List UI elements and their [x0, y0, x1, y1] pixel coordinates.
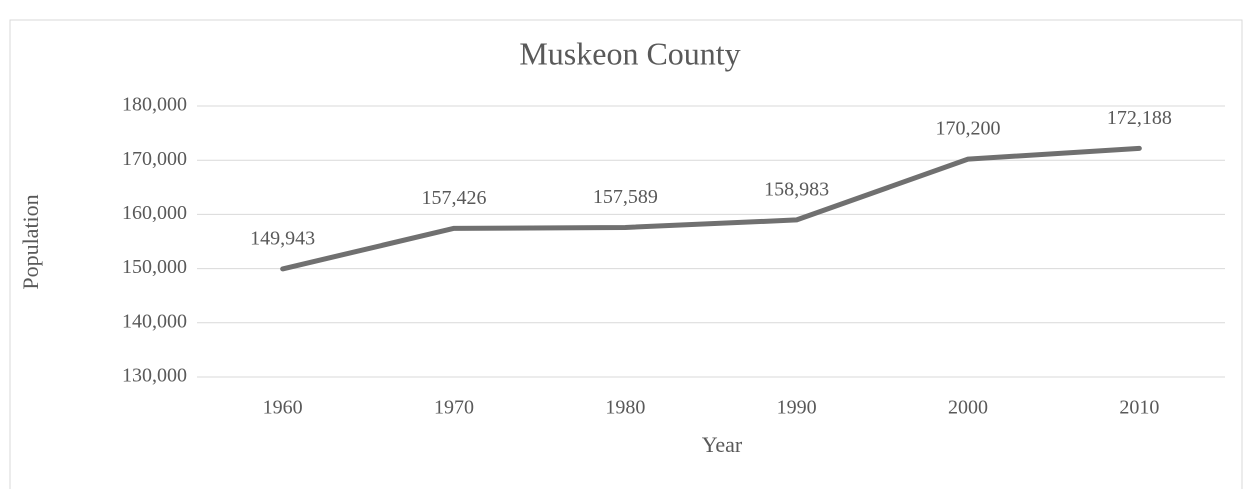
- y-tick-label: 170,000: [122, 148, 187, 170]
- y-tick-label: 160,000: [122, 202, 187, 224]
- x-tick-label: 1990: [777, 397, 817, 419]
- chart-frame: [9, 19, 1243, 489]
- x-tick-label: 2010: [1119, 397, 1159, 419]
- data-label: 158,983: [764, 179, 829, 201]
- x-tick-label: 1960: [263, 397, 303, 419]
- line-series: [280, 145, 1142, 272]
- data-label: 157,589: [593, 186, 658, 208]
- y-tick-label: 150,000: [122, 256, 187, 278]
- x-tick-label: 2000: [948, 397, 988, 419]
- data-label: 149,943: [250, 228, 315, 250]
- x-axis-label: Year: [702, 432, 743, 457]
- y-tick-label: 180,000: [122, 94, 187, 116]
- y-tick-label: 130,000: [122, 365, 187, 387]
- chart-title: Muskeon County: [519, 35, 740, 71]
- x-tick-label: 1980: [605, 397, 645, 419]
- x-tick-label: 1970: [434, 397, 474, 419]
- data-label: 157,426: [422, 187, 487, 209]
- y-axis-label: Population: [18, 194, 43, 289]
- data-label: 172,188: [1107, 107, 1172, 129]
- y-tick-label: 140,000: [122, 310, 187, 332]
- data-label: 170,200: [936, 118, 1001, 140]
